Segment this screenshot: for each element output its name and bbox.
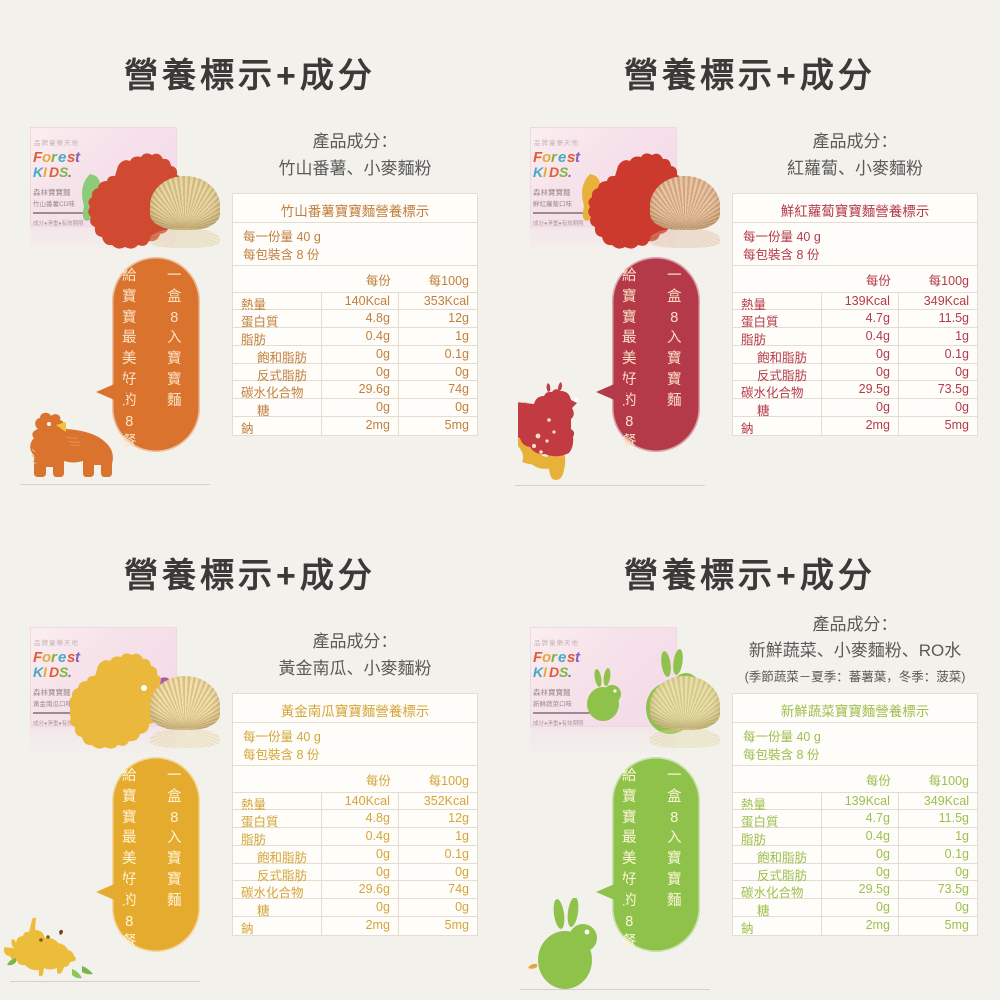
svg-text:成分●淨重●有效期限: 成分●淨重●有效期限 bbox=[533, 219, 584, 227]
svg-text:新鮮蔬菜口味: 新鮮蔬菜口味 bbox=[533, 699, 573, 708]
svg-text:森林寶寶麵: 森林寶寶麵 bbox=[533, 187, 571, 197]
svg-text:品牌童樂天地: 品牌童樂天地 bbox=[534, 638, 579, 647]
svg-text:D: D bbox=[549, 664, 559, 680]
svg-text:D: D bbox=[49, 164, 59, 180]
svg-text:品牌童樂天地: 品牌童樂天地 bbox=[34, 138, 79, 147]
svg-text:品牌童樂天地: 品牌童樂天地 bbox=[34, 638, 79, 647]
svg-text:森林寶寶麵: 森林寶寶麵 bbox=[533, 687, 571, 697]
svg-text:成分●淨重●有效期限: 成分●淨重●有效期限 bbox=[533, 719, 584, 727]
svg-text:I: I bbox=[43, 664, 48, 680]
svg-text:I: I bbox=[543, 664, 548, 680]
svg-text:成分●淨重●有效期限: 成分●淨重●有效期限 bbox=[33, 219, 84, 227]
svg-text:森林寶寶麵: 森林寶寶麵 bbox=[33, 187, 71, 197]
svg-text:鮮紅蘿蔔口味: 鮮紅蘿蔔口味 bbox=[533, 199, 573, 208]
svg-text:I: I bbox=[43, 164, 48, 180]
svg-text:D: D bbox=[49, 664, 59, 680]
svg-text:.: . bbox=[68, 164, 72, 180]
svg-text:.: . bbox=[568, 664, 572, 680]
svg-text:I: I bbox=[543, 164, 548, 180]
svg-text:.: . bbox=[568, 164, 572, 180]
svg-text:品牌童樂天地: 品牌童樂天地 bbox=[534, 138, 579, 147]
svg-text:森林寶寶麵: 森林寶寶麵 bbox=[33, 687, 71, 697]
svg-text:D: D bbox=[549, 164, 559, 180]
svg-text:竹山番薯CD味: 竹山番薯CD味 bbox=[33, 199, 75, 208]
svg-text:黃金南瓜口味: 黃金南瓜口味 bbox=[33, 699, 73, 708]
